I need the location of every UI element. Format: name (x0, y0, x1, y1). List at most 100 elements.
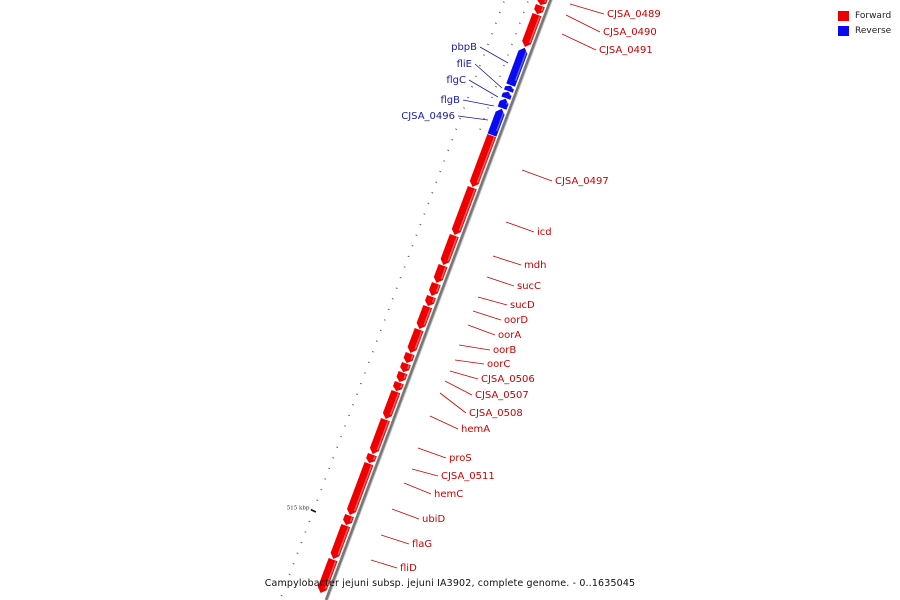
gene-pbpb (505, 47, 529, 88)
leader-cjsa-0508 (439, 392, 467, 414)
gene-label-cjsa-0497[interactable]: CJSA_0497 (555, 176, 609, 187)
scale-minor-tick (498, 11, 501, 14)
gene-label-oora[interactable]: oorA (498, 330, 521, 341)
scale-minor-tick (352, 403, 355, 406)
scale-minor-tick (399, 276, 402, 279)
scale-minor-tick (479, 128, 482, 130)
leader-flid (370, 559, 398, 569)
gene-label-cjsa-0489[interactable]: CJSA_0489 (607, 9, 661, 20)
gene-highlight (511, 87, 514, 90)
gene-label-flag[interactable]: flaG (412, 539, 432, 550)
gene-label-oorc[interactable]: oorC (487, 359, 510, 370)
scale-minor-tick (483, 117, 486, 120)
gene-label-flie[interactable]: fliE (457, 59, 472, 70)
gene-label-flgc[interactable]: flgC (446, 75, 466, 86)
scale-minor-tick (419, 223, 422, 226)
scale-minor-tick (324, 478, 327, 480)
gene-cjsa-0506 (399, 361, 412, 373)
gene-label-oord[interactable]: oorD (504, 315, 528, 326)
gene-highlight (447, 237, 458, 262)
gene-label-cjsa-0496[interactable]: CJSA_0496 (401, 111, 455, 122)
scale-minor-tick (344, 425, 347, 427)
gene-highlight (440, 267, 447, 280)
gene-label-hema[interactable]: hemA (461, 424, 490, 435)
leader-pros (417, 447, 447, 459)
gene-label-flid[interactable]: fliD (400, 563, 417, 574)
gene-cjsa-0497 (469, 133, 497, 188)
scale-minor-tick (300, 541, 303, 544)
scale-minor-tick (478, 64, 481, 67)
gene-label-cjsa-0491[interactable]: CJSA_0491 (599, 45, 653, 56)
scale-minor-tick (371, 350, 374, 353)
scale-minor-tick (491, 96, 493, 99)
gene-highlight (423, 308, 432, 326)
gene-label-pbpb[interactable]: pbpB (451, 42, 477, 53)
scale-minor-tick (487, 107, 490, 109)
legend-swatch-forward (838, 10, 849, 21)
gene-label-ubid[interactable]: ubiD (422, 514, 445, 525)
scale-minor-tick (395, 287, 398, 290)
scale-minor-tick (467, 96, 470, 99)
leader-pbpb (479, 46, 509, 64)
gene-label-pros[interactable]: proS (449, 453, 472, 464)
gene-label-mdh[interactable]: mdh (524, 260, 546, 271)
scale-minor-tick (359, 382, 362, 385)
gene-highlight (458, 189, 476, 232)
scale-minor-tick (304, 531, 307, 533)
leader-flgb (462, 99, 495, 107)
scale-minor-tick (502, 1, 505, 3)
gene-label-hemc[interactable]: hemC (434, 489, 463, 500)
gene-label-cjsa-0507[interactable]: CJSA_0507 (475, 390, 529, 401)
legend-label-forward: Forward (855, 10, 892, 21)
scale-minor-tick (387, 308, 390, 311)
gene-label-cjsa-0490[interactable]: CJSA_0490 (603, 27, 657, 38)
scale-minor-tick (471, 85, 474, 88)
gene-highlight (406, 365, 410, 370)
scale-minor-tick (486, 43, 489, 46)
scale-minor-tick (482, 54, 485, 56)
gene-highlight (372, 456, 376, 461)
leader-cjsa-0496 (457, 115, 489, 121)
gene-highlight (399, 384, 403, 389)
gene-flid (317, 557, 339, 594)
gene-label-cjsa-0511[interactable]: CJSA_0511 (441, 471, 495, 482)
gene-cjsa-0508 (392, 380, 405, 392)
gene-label-cjsa-0506[interactable]: CJSA_0506 (481, 374, 535, 385)
gene-highlight (544, 0, 547, 3)
gene-cjsa-0507 (395, 370, 409, 383)
gene-label-flgb[interactable]: flgB (440, 95, 460, 106)
gene-oorb (406, 327, 425, 354)
gene-label-oorb[interactable]: oorB (493, 345, 516, 356)
gene-label-succ[interactable]: sucC (517, 281, 541, 292)
leader-cjsa-0491 (561, 33, 597, 51)
scale-major-tick (310, 508, 317, 513)
scale-minor-tick (443, 160, 446, 162)
scale-minor-tick (423, 213, 426, 215)
gene-label-icd[interactable]: icd (537, 227, 552, 238)
scale-minor-tick (320, 488, 323, 491)
scale-minor-tick (411, 244, 414, 247)
gene-label-sucd[interactable]: sucD (510, 300, 535, 311)
scale-minor-tick (494, 22, 497, 25)
scale-minor-tick (431, 191, 434, 194)
scale-minor-tick (407, 255, 410, 258)
scale-minor-tick (503, 64, 505, 67)
scale-minor-tick (490, 32, 493, 35)
gene-mdh (439, 233, 460, 266)
legend-label-reverse: Reverse (855, 25, 892, 36)
scale-minor-tick (379, 329, 382, 332)
gene-flie (503, 85, 515, 94)
scale-minor-tick (455, 128, 458, 131)
leader-mdh (492, 255, 522, 266)
scale-minor-tick (518, 22, 521, 24)
leader-hema (429, 415, 459, 430)
leader-flie (474, 63, 503, 89)
leader-hemc (403, 482, 432, 495)
scale-minor-tick (415, 234, 418, 237)
gene-oord (424, 294, 437, 307)
gene-highlight (324, 561, 337, 590)
leader-cjsa-0506 (449, 370, 479, 380)
legend-item-forward: Forward (838, 8, 891, 23)
gene-label-cjsa-0508[interactable]: CJSA_0508 (469, 408, 523, 419)
scale-tick-label: 515 kbp (287, 505, 310, 511)
